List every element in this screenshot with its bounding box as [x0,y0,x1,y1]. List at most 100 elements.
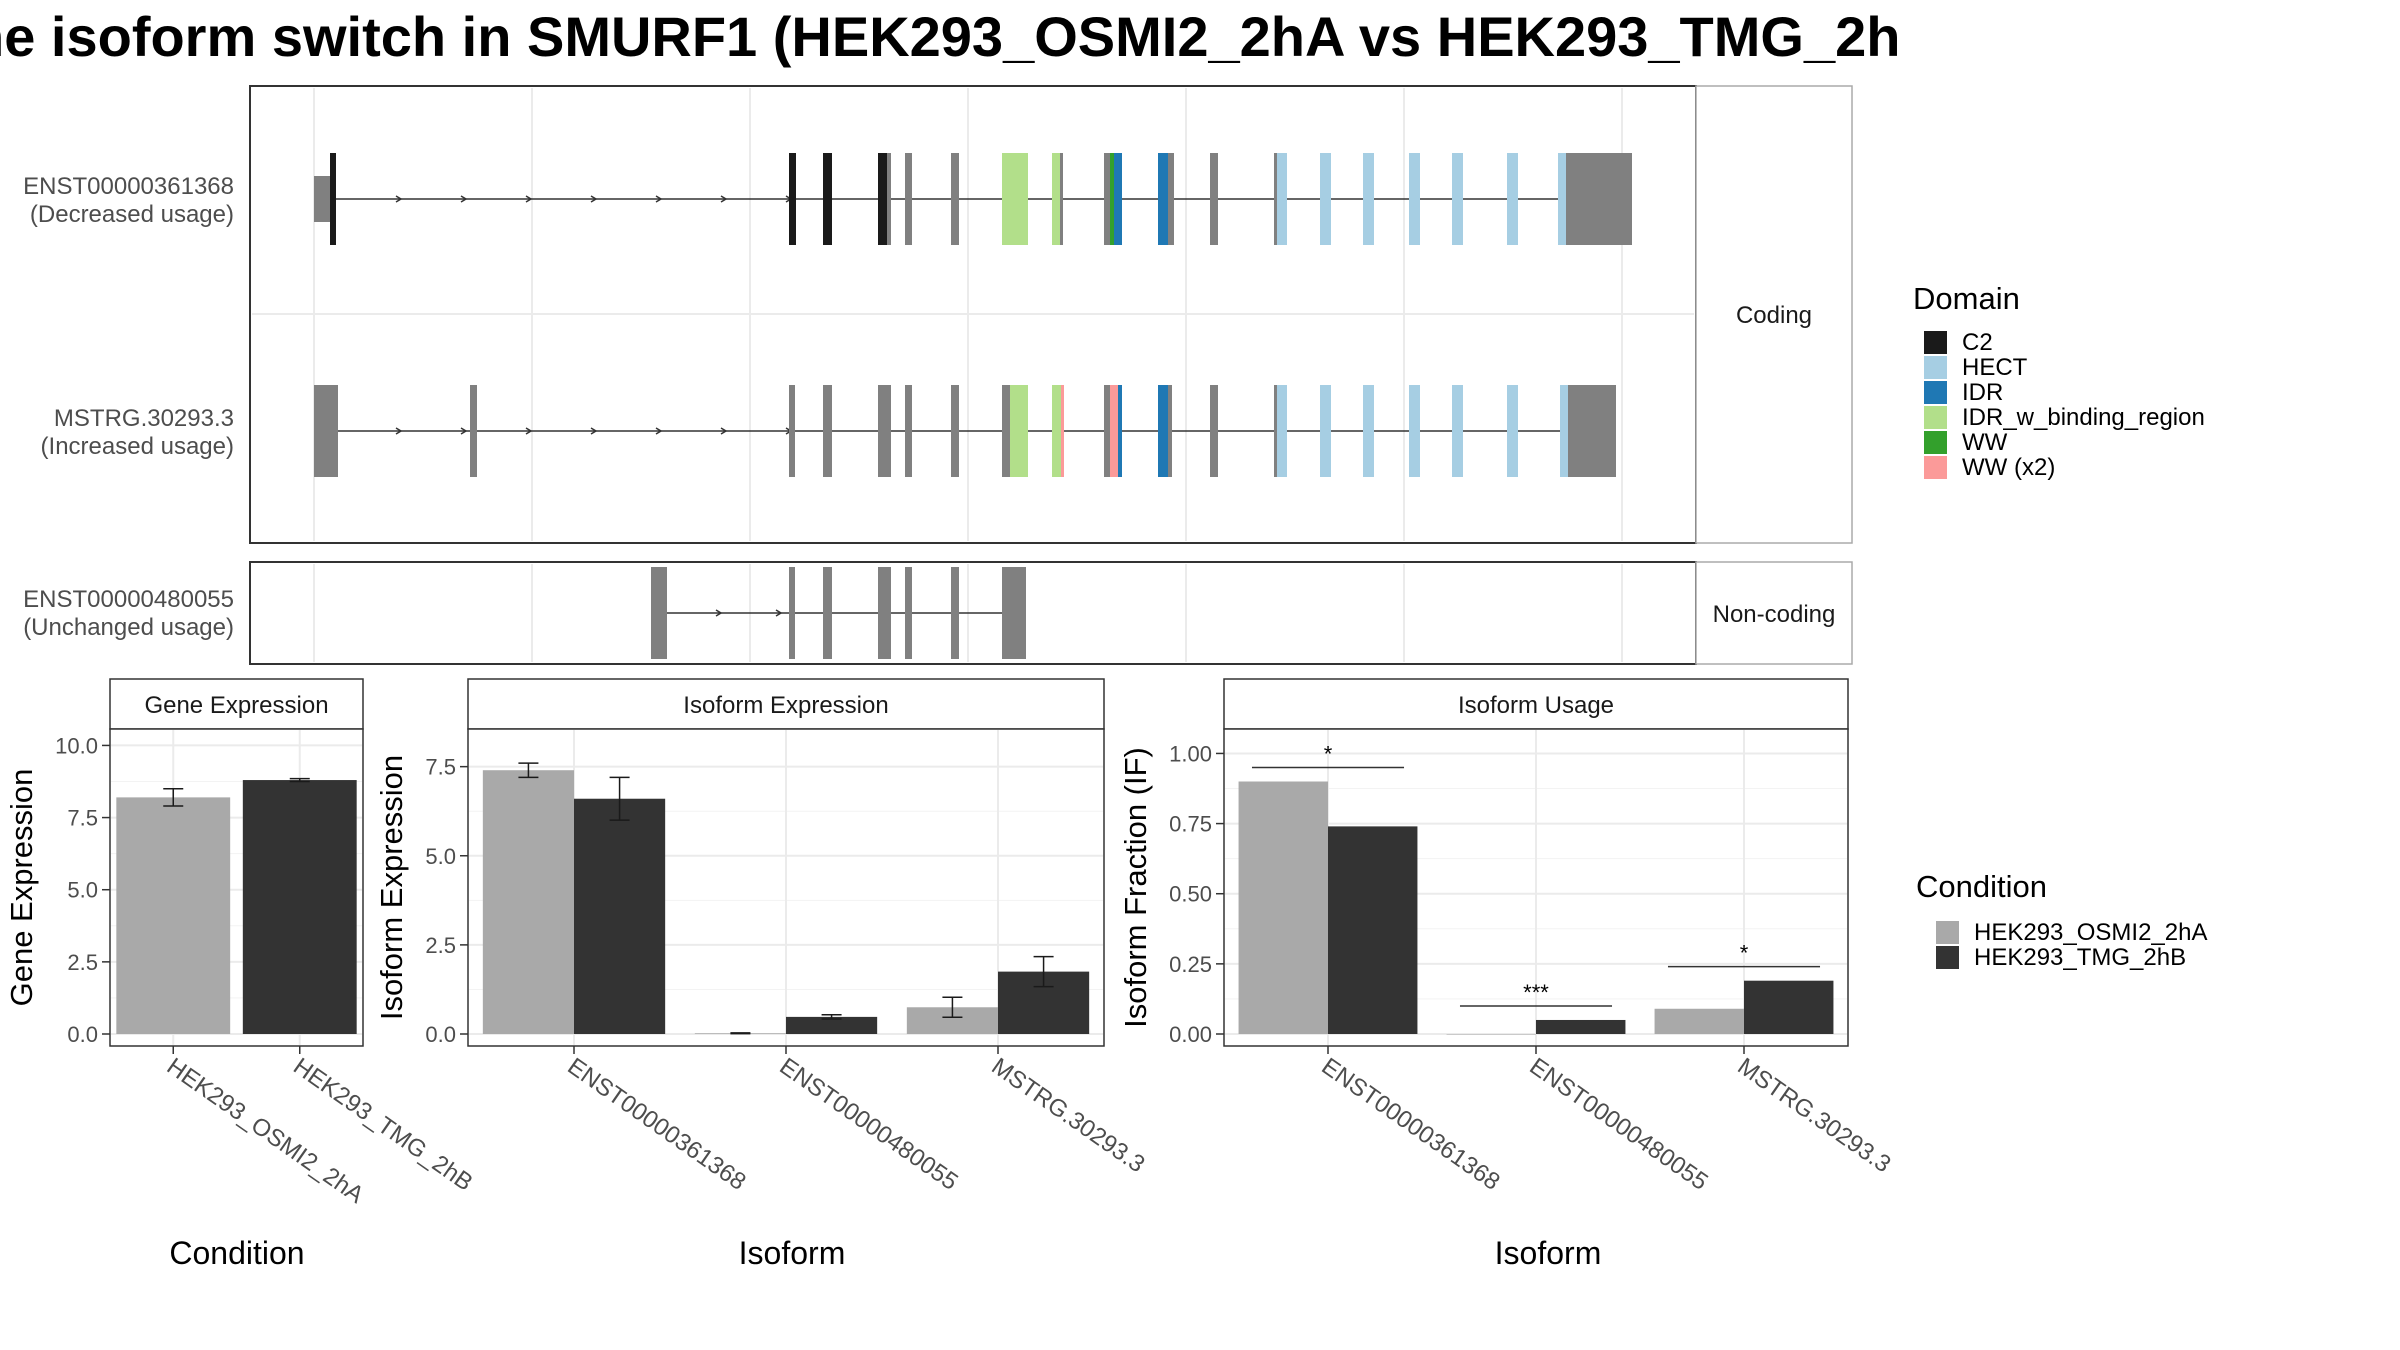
exon [1110,153,1114,245]
noncoding-strip-label: Non-coding [1713,601,1836,628]
y-tick-label: 0.00 [1169,1022,1212,1047]
coding-strip-label: Coding [1736,302,1812,329]
exon [1210,385,1218,477]
bar [574,798,666,1034]
y-tick-label: 2.5 [67,950,98,975]
legend-swatch-idr-w-binding-region [1924,406,1947,429]
legend-label-idr-w-binding-region: IDR_w_binding_region [1962,404,2205,431]
significance-label: *** [1523,980,1549,1005]
bar [1446,1034,1536,1035]
track-sublabel-mstrg302933: (Increased usage) [41,433,234,460]
transcript-structure-panel: Coding Non-coding ENST00000361368 (Decre… [23,85,1853,665]
chart-strip [1223,678,1849,730]
track-sublabel-enst361368: (Decreased usage) [30,201,234,228]
exon [789,567,795,659]
y-tick-label: 1.00 [1169,741,1212,766]
bar [116,797,231,1034]
track-label-enst480055: ENST00000480055 [23,586,234,613]
y-tick-label: 7.5 [425,755,456,780]
exon [1320,385,1331,477]
legend-swatch-c2 [1924,331,1947,354]
intron-arrow [460,195,468,203]
exon [1276,153,1287,245]
exon [905,153,912,245]
chart-strip [467,678,1105,730]
exon [1363,385,1374,477]
significance-label: * [1324,741,1333,766]
chart-strip-title: Gene Expression [144,692,328,719]
y-tick-label: 7.5 [67,806,98,831]
intron-arrow [720,427,728,435]
y-tick-label: 5.0 [425,844,456,869]
x-tick-label: MSTRG.30293.3 [987,1053,1150,1178]
y-tick-label: 5.0 [67,878,98,903]
exon [1409,153,1420,245]
isoform-expression-xlabel: Isoform [739,1235,846,1271]
exon [823,385,832,477]
chart-strip [109,678,364,730]
exon [951,567,959,659]
intron-arrow [775,609,783,617]
significance-label: * [1740,941,1749,966]
exon [905,567,912,659]
bar [1238,781,1328,1034]
exon [1002,567,1026,659]
condition-label-2: HEK293_TMG_2hB [1974,944,2186,971]
exon [951,153,959,245]
exon [1061,385,1064,477]
track-label-mstrg302933: MSTRG.30293.3 [54,405,234,432]
exon [905,385,912,477]
exon [314,176,332,222]
track-sublabel-enst480055: (Unchanged usage) [23,614,234,641]
exon [1210,153,1218,245]
exon [1158,153,1168,245]
track-label-enst361368: ENST00000361368 [23,173,234,200]
exon [1507,385,1518,477]
exon [887,153,891,245]
exon [1452,385,1463,477]
exon [1168,153,1174,245]
exon [1052,385,1061,477]
y-tick-label: 0.50 [1169,882,1212,907]
exon [1570,153,1632,245]
exon [1002,385,1010,477]
y-tick-label: 0.75 [1169,812,1212,837]
x-tick-label: ENST00000480055 [1525,1053,1713,1196]
exon [1010,385,1028,477]
y-tick-label: 0.0 [67,1022,98,1047]
exon [951,385,959,477]
legend-swatch-idr [1924,381,1947,404]
intron-arrow [525,427,533,435]
exon [1409,385,1420,477]
exon [1114,153,1122,245]
isoform-usage-chart: Isoform Usage 0.00 0.25 0.50 0.75 1.00 ENST000… [1118,678,1896,1196]
exon [823,153,832,245]
legend-label-hect: HECT [1962,354,2028,381]
exon [1568,385,1616,477]
x-tick-label: ENST00000361368 [563,1053,751,1196]
isoform-expression-chart: Isoform Expression 0.0 2.5 5.0 7.5 ENST000003… [374,678,1150,1196]
exon [789,153,796,245]
exon [1104,153,1110,245]
exon [651,567,667,659]
exon [1274,385,1277,477]
legend-swatch-hect [1924,356,1947,379]
y-axis-title: Isoform Expression [374,755,409,1020]
exon [878,385,891,477]
bar [1536,1019,1626,1034]
coding-strip [1695,85,1853,544]
bar [482,770,574,1034]
intron-arrow [715,609,723,617]
bar [1744,980,1834,1034]
intron-arrow [720,195,728,203]
intron-arrow [395,427,403,435]
intron-arrow [655,427,663,435]
exon [1118,385,1122,477]
chart-strip-title: Isoform Usage [1458,692,1614,719]
exon [1052,153,1060,245]
exon [1158,385,1168,477]
